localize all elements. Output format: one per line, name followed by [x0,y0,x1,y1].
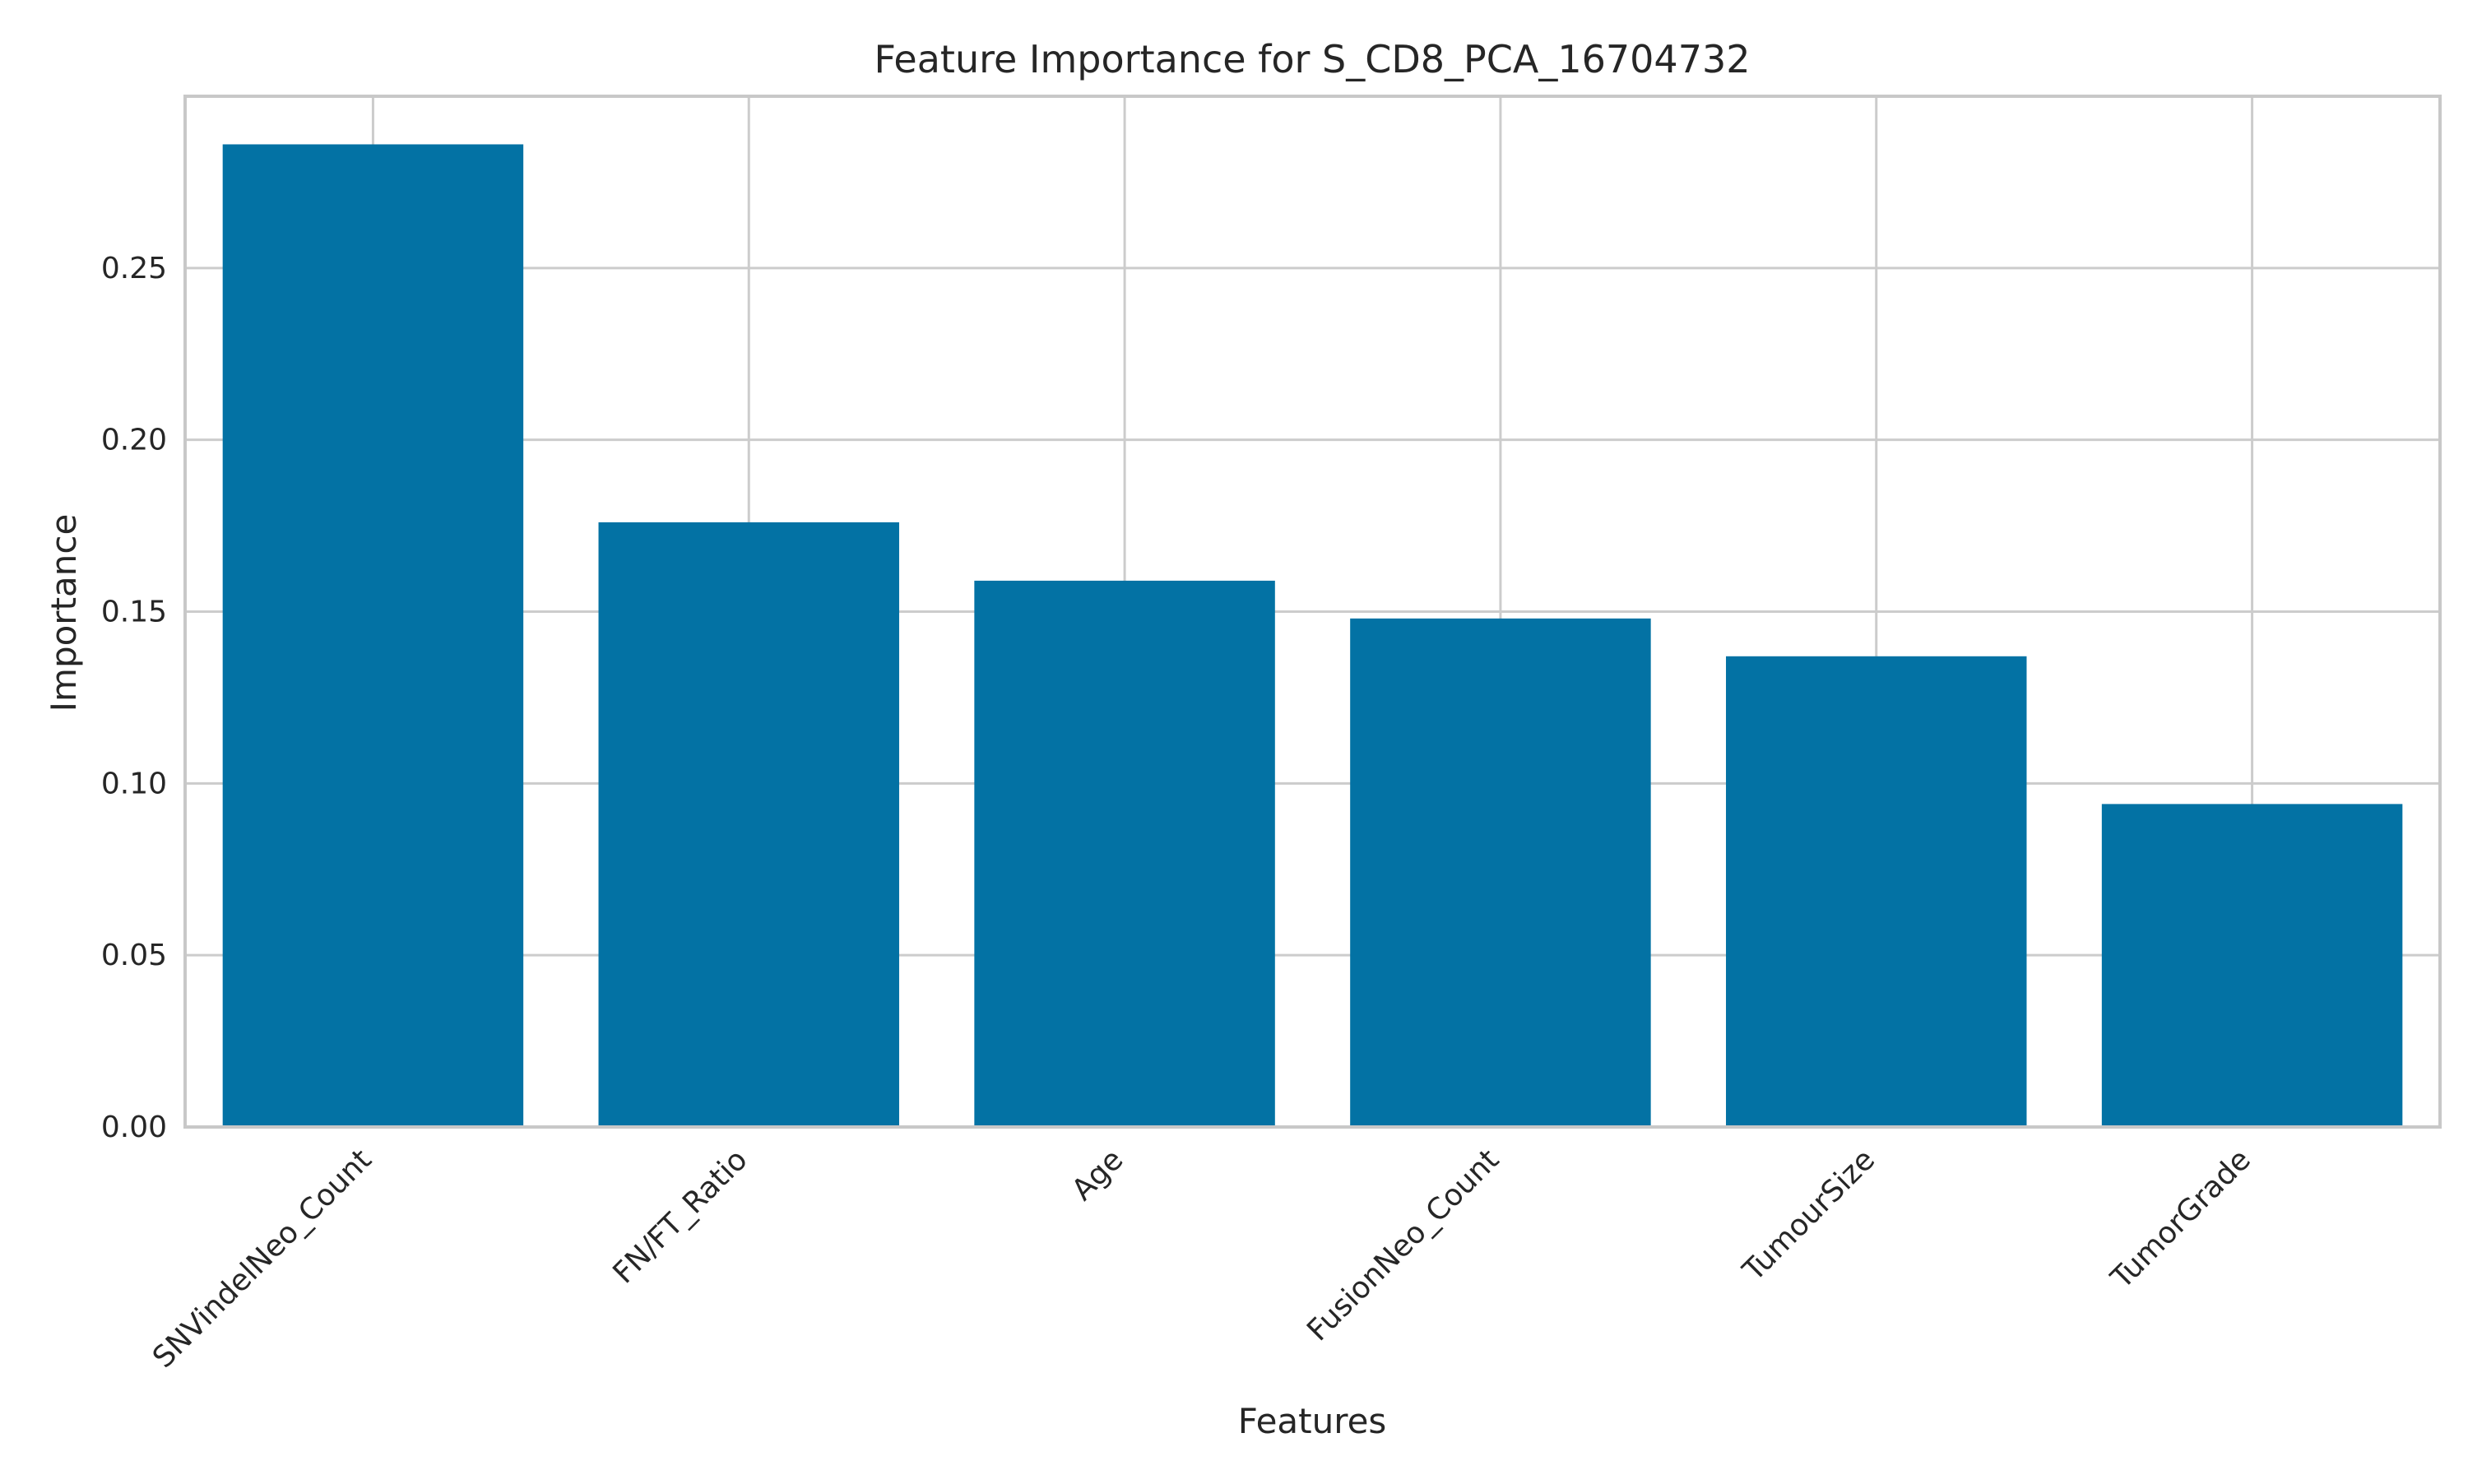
x-tick-label: SNVindelNeo_Count [146,1143,378,1375]
y-tick-labels: 0.00 0.05 0.10 0.15 0.20 0.25 [101,252,167,1144]
bars [222,144,2403,1127]
x-tick-label: FusionNeo_Count [1301,1143,1505,1347]
grid-lines [185,96,2440,1129]
bar-tumorgrade [2101,804,2403,1127]
y-tick-label: 0.00 [101,1111,167,1144]
y-tick-label: 0.05 [101,939,167,972]
x-tick-label: TumorGrade [2104,1143,2257,1296]
bar-fusionneo-count [1350,618,1651,1127]
y-axis-label: Importance [44,514,84,712]
bar-fn-ft-ratio [598,522,899,1127]
y-tick-label: 0.25 [101,252,167,285]
bar-tumoursize [1726,656,2027,1127]
y-tick-label: 0.15 [101,596,167,629]
y-tick-label: 0.10 [101,767,167,800]
bar-snvindelneo-count [222,144,524,1127]
x-axis-label: Features [1238,1401,1387,1441]
chart-title: Feature Importance for S_CD8_PCA_1670473… [874,37,1750,81]
x-tick-label: TumourSize [1736,1143,1881,1288]
plot-frame [183,95,2442,1129]
x-tick-labels: SNVindelNeo_Count FN/FT_Ratio Age FusionNeo… [146,1143,2257,1375]
x-tick-label: FN/FT_Ratio [607,1143,754,1290]
bar-age [974,580,1275,1127]
x-tick-label: Age [1065,1143,1130,1207]
y-tick-label: 0.20 [101,424,167,457]
